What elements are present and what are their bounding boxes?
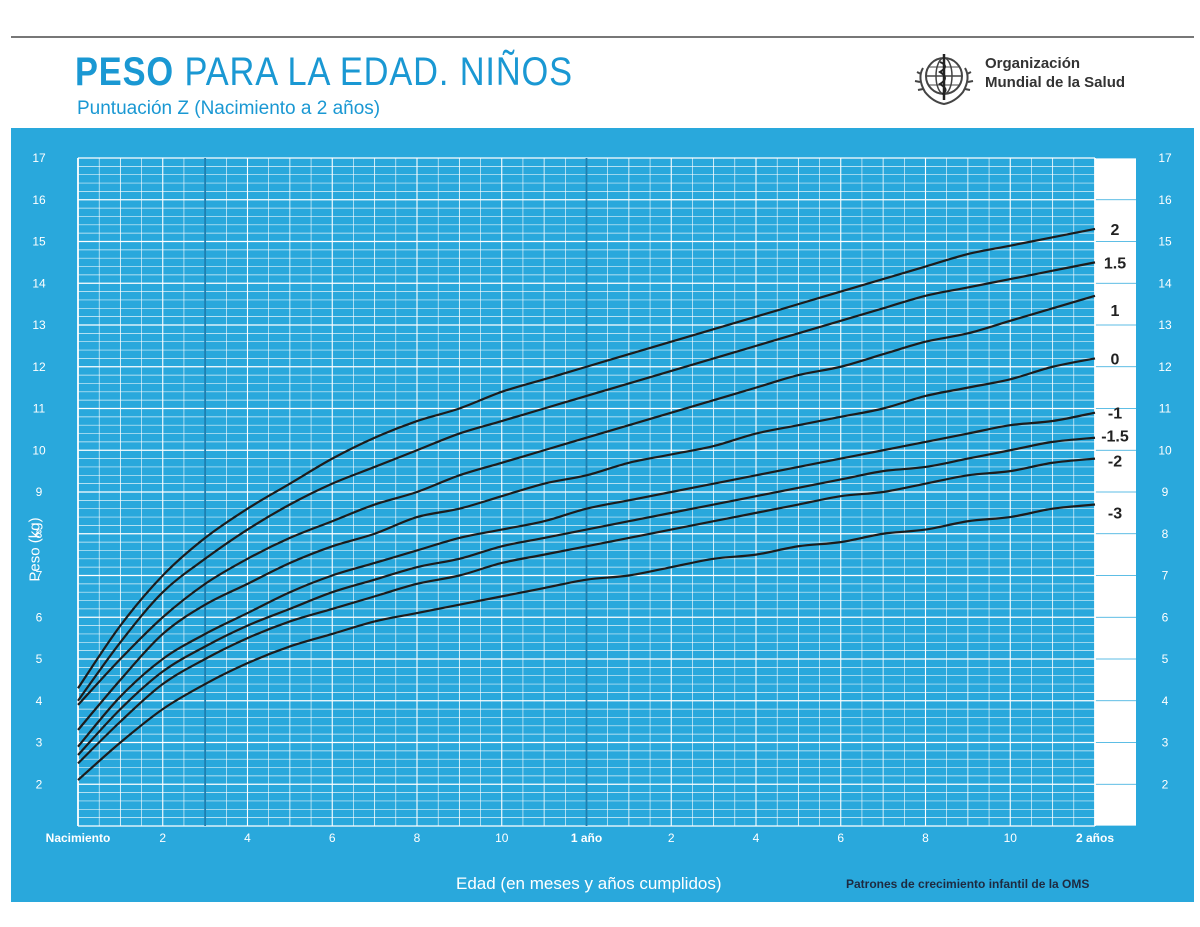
y-tick-label-left: 16: [32, 193, 46, 207]
y-tick-label-right: 7: [1162, 569, 1169, 583]
curve-z--3: [77, 503, 1096, 781]
x-tick-label: 2: [159, 831, 166, 845]
x-tick-label: 6: [837, 831, 844, 845]
y-tick-label-left: 5: [36, 652, 43, 666]
y-tick-label-right: 12: [1158, 360, 1172, 374]
y-tick-label-left: 15: [32, 235, 46, 249]
y-tick-label-left: 9: [36, 485, 43, 499]
y-tick-label-right: 13: [1158, 318, 1172, 332]
curve-z--1_5: [77, 436, 1096, 756]
y-tick-label-left: 8: [36, 527, 43, 541]
y-tick-label-right: 6: [1162, 610, 1169, 624]
y-tick-label-left: 10: [32, 443, 46, 457]
who-emblem-icon: [914, 54, 974, 106]
y-tick-label-left: 7: [36, 569, 43, 583]
y-tick-label-left: 12: [32, 360, 46, 374]
z-score-label: 0: [1111, 351, 1120, 368]
y-tick-label-left: 2: [36, 777, 43, 791]
y-tick-label-right: 5: [1162, 652, 1169, 666]
curve-z-1_5: [77, 261, 1096, 702]
curve-z--1: [77, 411, 1096, 748]
x-tick-label: 4: [244, 831, 251, 845]
x-tick-label: 10: [495, 831, 509, 845]
y-tick-label-right: 4: [1162, 694, 1169, 708]
x-tick-label: 6: [329, 831, 336, 845]
y-tick-label-right: 9: [1162, 485, 1169, 499]
curve-z-1: [77, 294, 1096, 706]
y-tick-label-right: 10: [1158, 443, 1172, 457]
curve-z--2: [77, 457, 1096, 765]
y-tick-label-right: 8: [1162, 527, 1169, 541]
org-line2: Mundial de la Salud: [985, 74, 1126, 91]
x-tick-label: 8: [414, 831, 421, 845]
y-axis-label: Peso (kg): [26, 517, 44, 582]
growth-chart-card: PESO PARA LA EDAD. NIÑOS Puntuación Z (N…: [11, 36, 1194, 902]
y-tick-label-right: 3: [1162, 736, 1169, 750]
x-tick-label: 2: [668, 831, 675, 845]
y-tick-label-left: 17: [32, 151, 46, 165]
title-bold: PESO: [75, 50, 175, 94]
z-score-label: -3: [1108, 506, 1122, 523]
y-tick-label-left: 4: [36, 694, 43, 708]
z-score-label: -2: [1108, 454, 1122, 471]
z-score-label: 2: [1111, 222, 1120, 239]
x-tick-label: 1 año: [571, 831, 602, 845]
title-rest: PARA LA EDAD. NIÑOS: [184, 50, 573, 94]
curve-z-2: [77, 227, 1096, 689]
y-tick-label-right: 15: [1158, 235, 1172, 249]
y-tick-label-right: 17: [1158, 151, 1172, 165]
z-score-label: 1.5: [1104, 255, 1126, 272]
x-axis-label: Edad (en meses y años cumplidos): [456, 874, 722, 893]
x-tick-label: Nacimiento: [46, 831, 111, 845]
chart-subtitle: Puntuación Z (Nacimiento a 2 años): [77, 98, 381, 119]
y-tick-label-left: 3: [36, 736, 43, 750]
y-tick-label-left: 11: [33, 402, 46, 416]
x-tick-label: 10: [1004, 831, 1018, 845]
curve-z-0: [77, 357, 1096, 731]
y-tick-label-left: 6: [36, 610, 43, 624]
z-score-label: -1: [1108, 406, 1122, 423]
x-tick-label: 2 años: [1076, 831, 1114, 845]
x-tick-label: 8: [922, 831, 929, 845]
chart-title: PESO PARA LA EDAD. NIÑOS: [75, 50, 573, 95]
who-logo-block: Organización Mundial de la Salud: [911, 48, 1181, 108]
y-tick-label-left: 14: [32, 276, 46, 290]
org-line1: Organización: [985, 55, 1081, 72]
y-tick-label-left: 13: [32, 318, 46, 332]
y-tick-label-right: 16: [1158, 193, 1172, 207]
footer-note: Patrones de crecimiento infantil de la O…: [846, 877, 1090, 891]
chart-header: PESO PARA LA EDAD. NIÑOS Puntuación Z (N…: [11, 36, 1194, 128]
z-score-label: -1.5: [1101, 429, 1129, 446]
y-tick-label-right: 11: [1159, 402, 1172, 416]
z-score-label: 1: [1111, 303, 1120, 320]
organization-name: Organización Mundial de la Salud: [985, 54, 1125, 92]
y-tick-label-right: 2: [1162, 777, 1169, 791]
x-tick-label: 4: [753, 831, 760, 845]
y-tick-label-right: 14: [1158, 276, 1172, 290]
